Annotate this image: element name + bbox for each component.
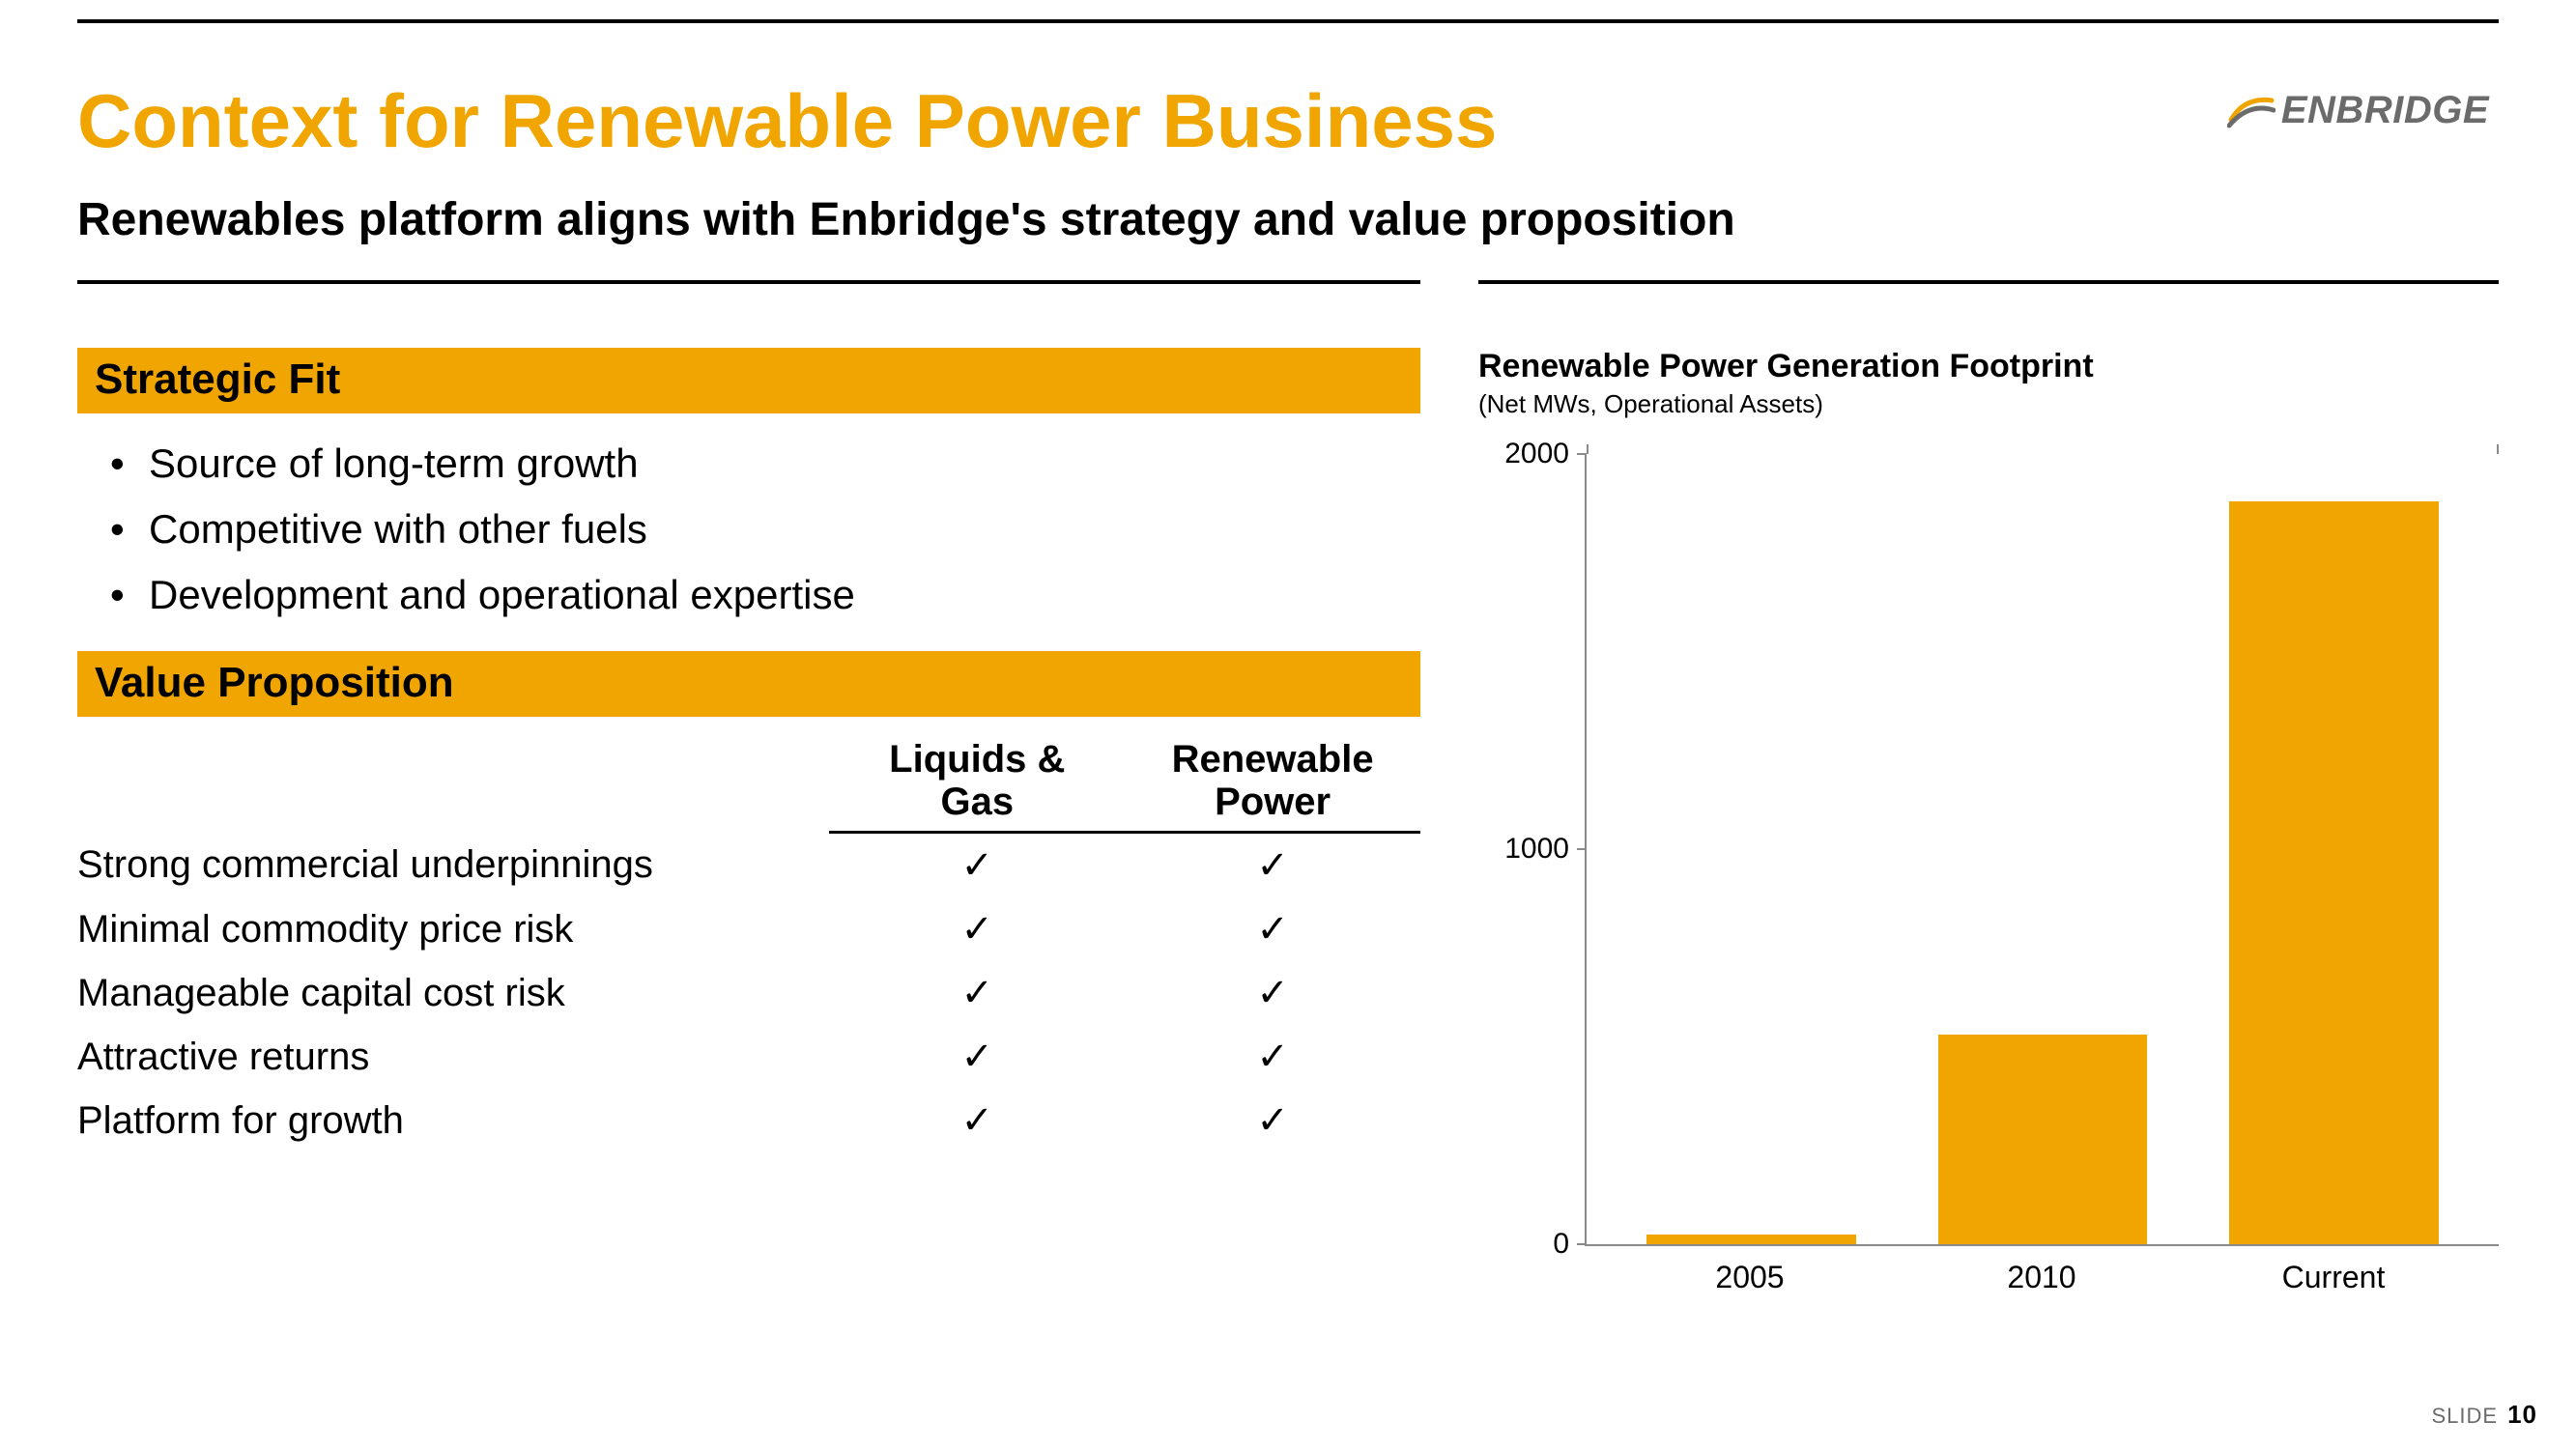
bar-slot [1897, 454, 2188, 1244]
col-liquids-gas: Liquids &Gas [829, 728, 1125, 833]
row-label: Attractive returns [77, 1025, 829, 1089]
check-liquids: ✓ [829, 833, 1125, 898]
check-liquids: ✓ [829, 1025, 1125, 1089]
chart-xlabels: 20052010Current [1585, 1246, 2499, 1304]
divider-left [77, 280, 1420, 284]
table-row: Manageable capital cost risk✓✓ [77, 961, 1420, 1025]
ytick-mark [1577, 848, 1587, 850]
vp-table-body: Strong commercial underpinnings✓✓Minimal… [77, 833, 1420, 1153]
page-title: Context for Renewable Power Business [77, 77, 1497, 165]
chart-plot: 010002000 [1585, 454, 2499, 1246]
check-renewable: ✓ [1125, 897, 1420, 961]
ytick-label: 2000 [1504, 438, 1569, 470]
chart-subtitle: (Net MWs, Operational Assets) [1478, 389, 2499, 419]
bar [1646, 1235, 1856, 1244]
bar-slot [1606, 454, 1897, 1244]
value-proposition-table: Liquids &Gas RenewablePower Strong comme… [77, 728, 1420, 1152]
xtick-label: 2005 [1604, 1246, 1896, 1304]
footer-number: 10 [2507, 1400, 2537, 1430]
bullet-item: Competitive with other fuels [110, 497, 1420, 562]
col-head-text: Liquids &Gas [889, 738, 1065, 823]
check-liquids: ✓ [829, 961, 1125, 1025]
check-renewable: ✓ [1125, 1089, 1420, 1152]
page-subtitle: Renewables platform aligns with Enbridge… [77, 193, 1735, 246]
check-liquids: ✓ [829, 897, 1125, 961]
bar [1938, 1035, 2148, 1244]
bar-slot [2189, 454, 2479, 1244]
strategic-fit-heading: Strategic Fit [77, 348, 1420, 413]
check-renewable: ✓ [1125, 961, 1420, 1025]
chart-bars [1587, 454, 2499, 1244]
ytick-label: 1000 [1504, 833, 1569, 866]
table-row: Attractive returns✓✓ [77, 1025, 1420, 1089]
row-label: Platform for growth [77, 1089, 829, 1152]
bar [2229, 501, 2439, 1244]
col-head-text: RenewablePower [1172, 738, 1374, 823]
footer-label: SLIDE [2431, 1404, 2498, 1429]
ytick-mark [1577, 453, 1587, 455]
check-renewable: ✓ [1125, 1025, 1420, 1089]
value-proposition-heading: Value Proposition [77, 651, 1420, 717]
check-renewable: ✓ [1125, 833, 1420, 898]
row-label: Strong commercial underpinnings [77, 833, 829, 898]
divider-right [1478, 280, 2499, 284]
table-row: Platform for growth✓✓ [77, 1089, 1420, 1152]
top-rule [77, 19, 2499, 23]
check-liquids: ✓ [829, 1089, 1125, 1152]
col-renewable-power: RenewablePower [1125, 728, 1420, 833]
company-logo: ENBRIDGE [2227, 89, 2489, 132]
left-column: Strategic Fit Source of long-term growth… [77, 348, 1420, 1152]
logo-text: ENBRIDGE [2281, 89, 2489, 132]
col-blank [77, 728, 829, 833]
strategic-fit-bullets: Source of long-term growth Competitive w… [77, 413, 1420, 651]
bullet-item: Source of long-term growth [110, 431, 1420, 497]
ytick-mark [1577, 1243, 1587, 1245]
xtick-label: Current [2188, 1246, 2479, 1304]
bullet-item: Development and operational expertise [110, 562, 1420, 628]
logo-swoosh-icon [2227, 91, 2275, 131]
slide-footer: SLIDE 10 [2431, 1400, 2537, 1430]
chart-area: 010002000 20052010Current [1478, 454, 2499, 1304]
row-label: Manageable capital cost risk [77, 961, 829, 1025]
ytick-label: 0 [1553, 1228, 1569, 1261]
row-label: Minimal commodity price risk [77, 897, 829, 961]
table-row: Strong commercial underpinnings✓✓ [77, 833, 1420, 898]
right-column: Renewable Power Generation Footprint (Ne… [1478, 348, 2499, 1304]
xtick-label: 2010 [1896, 1246, 2188, 1304]
table-row: Minimal commodity price risk✓✓ [77, 897, 1420, 961]
chart-title: Renewable Power Generation Footprint [1478, 348, 2499, 385]
